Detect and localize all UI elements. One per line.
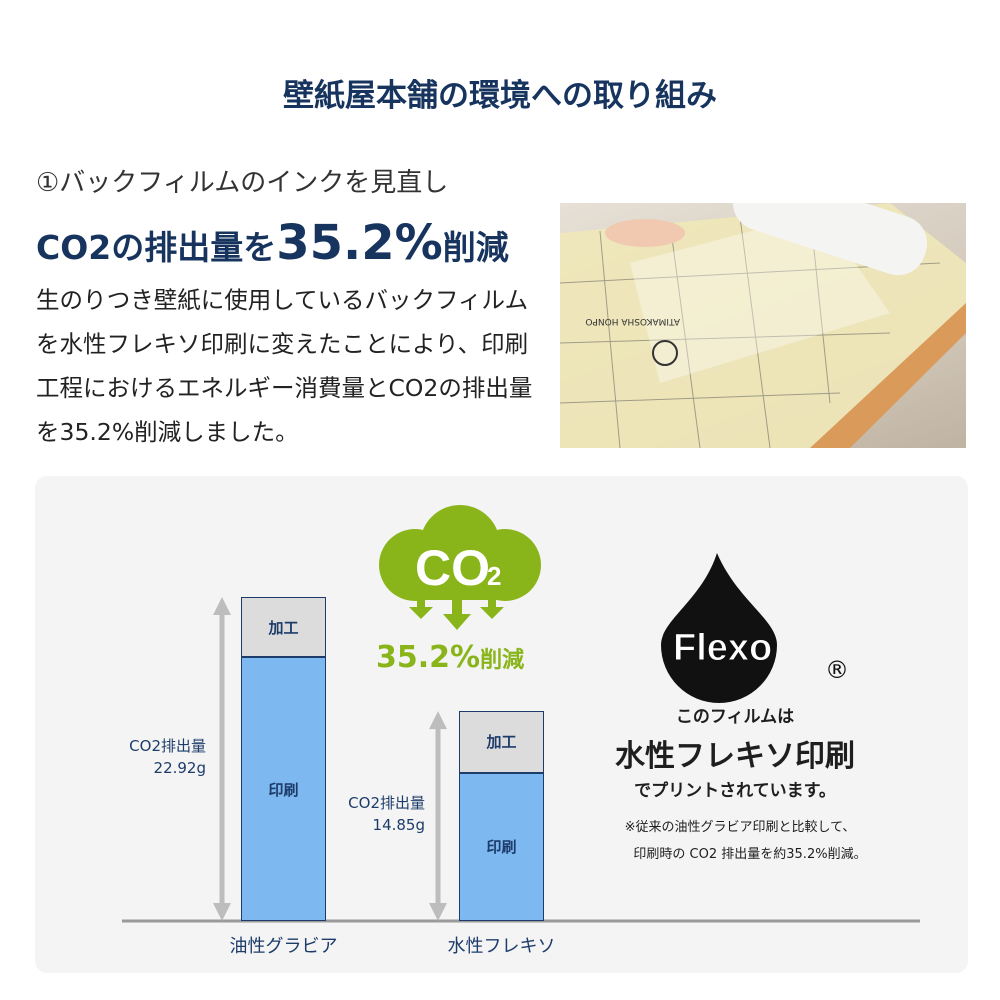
category-label: 油性グラビア (229, 936, 338, 957)
total-label-text: CO2排出量 (129, 737, 206, 755)
flexo-logo: Flexo (673, 627, 772, 669)
cloud-text: CO (415, 540, 490, 596)
headline-suffix: 削減 (442, 228, 509, 267)
flexo-note1: ※従来の油性グラビア印刷と比較して、 (624, 820, 856, 835)
segment-label: 印刷 (486, 838, 517, 857)
total-label: CO2排出量 22.92g (86, 735, 206, 779)
bar-segment-print: 印刷 (459, 772, 544, 921)
headline-prefix: CO2の排出量を (36, 228, 277, 267)
page-title: 壁紙屋本舗の環境への取り組み (283, 78, 717, 114)
segment-label: 加工 (486, 733, 517, 752)
total-value: 14.85g (372, 816, 425, 835)
backfilm-photo: ATIMAKOSHA HONPO (560, 203, 966, 448)
total-arrow (213, 597, 231, 921)
co2-cloud-icon: CO 2 (379, 505, 541, 630)
cloud-subscript: 2 (487, 561, 501, 591)
photo-illustration: ATIMAKOSHA HONPO (560, 203, 966, 448)
bar-segment-process: 加工 (459, 711, 544, 773)
total-value: 22.92g (153, 759, 206, 777)
flexo-line2: 水性フレキソ印刷 (615, 739, 855, 774)
flexo-note2: 印刷時の CO2 排出量を約35.2%削減。 (633, 847, 867, 862)
bar-segment-process: 加工 (241, 597, 326, 658)
bar-segment-print: 印刷 (241, 657, 326, 921)
category-label: 水性フレキソ (447, 936, 556, 957)
segment-label: 印刷 (268, 780, 299, 799)
flexo-drop-icon: Flexo ® (661, 553, 849, 703)
total-label-text: CO2排出量 (348, 794, 425, 813)
section-headline: CO2の排出量を35.2%削減 (36, 215, 509, 271)
section-heading: ①バックフィルムのインクを見直し (36, 168, 449, 198)
headline-value: 35.2% (276, 215, 443, 271)
reduction-value: 35.2% (376, 640, 481, 675)
total-arrow (429, 711, 447, 921)
registered-mark: ® (825, 656, 849, 684)
reduction-suffix: 削減 (480, 648, 525, 673)
flexo-line1: このフィルムは (675, 707, 795, 727)
film-print: ATIMAKOSHA HONPO (585, 316, 680, 326)
section-body: 生のりつき壁紙に使用しているバックフィルムを水性フレキソ印刷に変えたことにより、… (36, 286, 533, 446)
segment-label: 加工 (268, 618, 299, 637)
reduction-badge: 35.2%削減 (376, 640, 524, 675)
total-label: CO2排出量 14.85g (305, 792, 425, 836)
flexo-line3: でプリントされています。 (634, 781, 836, 801)
